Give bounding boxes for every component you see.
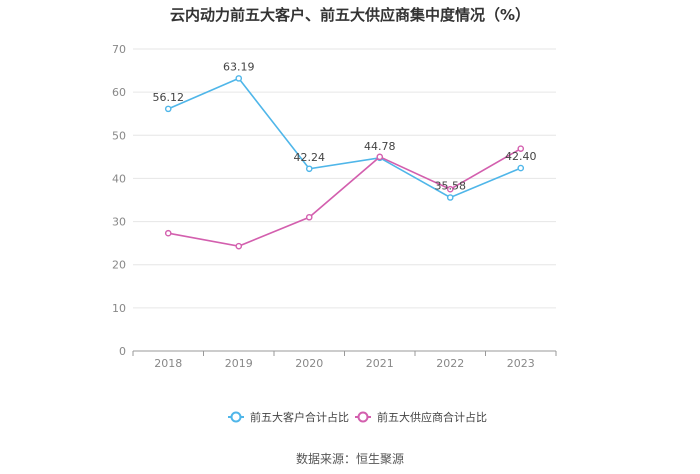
x-tick-label: 2020 <box>295 357 323 370</box>
y-tick-label: 70 <box>112 43 126 56</box>
series-1-point <box>446 194 454 201</box>
series-1-point <box>305 165 313 173</box>
series-2-point <box>235 242 243 250</box>
series-2-point <box>376 153 384 161</box>
series-1-point <box>517 164 525 172</box>
x-tick-label: 2023 <box>507 357 535 370</box>
series-2-point <box>446 185 454 193</box>
legend-label: 前五大供应商合计占比 <box>377 410 487 424</box>
data-label: 44.78 <box>364 140 396 153</box>
x-tick-label: 2021 <box>366 357 394 370</box>
chart-title: 云内动力前五大客户、前五大供应商集中度情况（%） <box>169 6 531 24</box>
y-tick-label: 0 <box>119 345 126 358</box>
y-tick-label: 40 <box>112 172 126 185</box>
series-2-point <box>517 145 525 152</box>
legend-label: 前五大客户合计占比 <box>250 410 349 424</box>
series-line-1 <box>167 77 522 199</box>
data-label: 56.12 <box>153 91 185 104</box>
series-1-point <box>164 105 172 113</box>
data-label: 63.19 <box>223 60 255 73</box>
data-label: 35.58 <box>435 179 467 192</box>
legend-marker <box>230 411 242 423</box>
y-tick-label: 50 <box>112 129 126 142</box>
y-tick-label: 30 <box>112 216 126 229</box>
x-tick-label: 2018 <box>154 357 182 370</box>
series-2-point <box>305 213 313 221</box>
y-tick-label: 60 <box>112 86 126 99</box>
data-label: 42.24 <box>294 151 326 164</box>
data-label: 42.40 <box>505 150 537 163</box>
y-tick-label: 20 <box>112 259 126 272</box>
y-tick-label: 10 <box>112 302 126 315</box>
series-line-2 <box>168 147 522 247</box>
legend-marker <box>357 411 369 423</box>
x-tick-label: 2022 <box>436 357 464 370</box>
series-1-point <box>235 75 243 82</box>
x-tick-label: 2019 <box>225 357 253 370</box>
data-source: 数据来源：恒生聚源 <box>295 452 404 466</box>
series-2-point <box>164 229 172 237</box>
